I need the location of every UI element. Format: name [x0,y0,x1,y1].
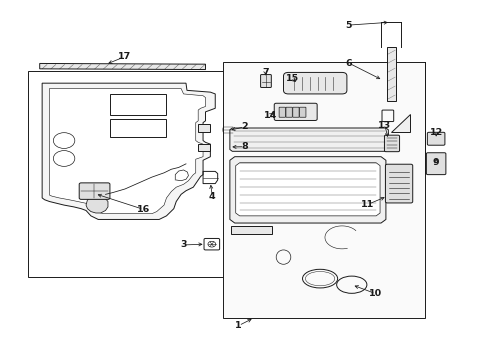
Bar [198,144,210,151]
FancyBboxPatch shape [427,132,444,145]
Text: 9: 9 [432,158,439,167]
FancyBboxPatch shape [79,183,110,199]
Polygon shape [390,114,409,132]
Polygon shape [40,63,205,69]
Text: 10: 10 [368,289,382,298]
Polygon shape [229,128,387,151]
Polygon shape [235,163,379,216]
Text: 8: 8 [241,142,247,151]
Circle shape [53,150,75,166]
FancyBboxPatch shape [260,75,271,87]
Bar [110,119,166,137]
Text: 5: 5 [345,21,351,30]
Text: 17: 17 [117,53,130,62]
Bar [230,226,272,234]
Text: 13: 13 [378,121,391,130]
Polygon shape [49,89,205,214]
FancyBboxPatch shape [384,135,399,152]
Text: 6: 6 [345,59,351,68]
FancyBboxPatch shape [283,72,346,94]
Text: 4: 4 [208,192,215,201]
Polygon shape [42,83,215,220]
Polygon shape [86,196,108,213]
Text: 1: 1 [235,321,242,330]
Polygon shape [229,157,385,223]
Text: 14: 14 [263,111,276,120]
Text: 15: 15 [285,75,298,84]
FancyBboxPatch shape [292,107,299,117]
Bar [27,71,234,277]
FancyBboxPatch shape [274,103,317,121]
Text: 2: 2 [241,122,247,131]
Text: 3: 3 [181,240,187,249]
FancyBboxPatch shape [285,107,292,117]
Polygon shape [222,62,424,318]
FancyBboxPatch shape [426,153,445,175]
Text: 7: 7 [262,68,268,77]
Text: 11: 11 [361,200,374,209]
FancyBboxPatch shape [299,107,305,117]
Bar [110,94,166,116]
Text: 16: 16 [137,205,150,214]
FancyBboxPatch shape [385,164,412,203]
Text: 12: 12 [428,128,442,137]
Bar [386,47,395,101]
Circle shape [53,133,75,148]
Bar [198,125,210,132]
FancyBboxPatch shape [279,107,285,117]
